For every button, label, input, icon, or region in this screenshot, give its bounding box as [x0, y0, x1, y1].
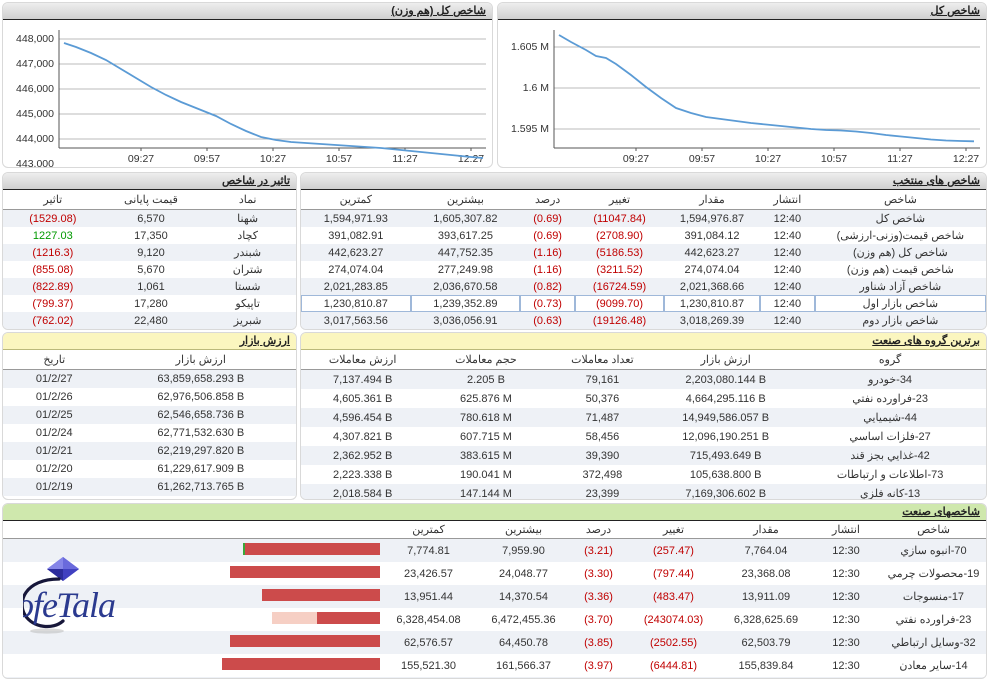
svg-text:446,000: 446,000 [16, 83, 54, 95]
svg-text:09:57: 09:57 [194, 153, 220, 165]
svg-text:11:27: 11:27 [392, 153, 418, 165]
svg-text:ofe: ofe [23, 585, 58, 625]
svg-text:443,000: 443,000 [16, 158, 54, 168]
svg-text:1.605 M: 1.605 M [511, 41, 549, 53]
svg-text:10:57: 10:57 [821, 153, 847, 165]
svg-text:12:27: 12:27 [458, 153, 484, 165]
svg-text:09:27: 09:27 [623, 153, 649, 165]
svg-text:12:27: 12:27 [953, 153, 979, 165]
svg-text:09:27: 09:27 [128, 153, 154, 165]
svg-text:447,000: 447,000 [16, 58, 54, 70]
svg-text:11:27: 11:27 [887, 153, 913, 165]
svg-text:445,000: 445,000 [16, 108, 54, 120]
svg-text:1.595 M: 1.595 M [511, 123, 549, 135]
svg-text:1.6 M: 1.6 M [523, 82, 549, 94]
svg-text:Tala: Tala [56, 585, 115, 625]
svg-text:444,000: 444,000 [16, 133, 54, 145]
svg-text:448,000: 448,000 [16, 33, 54, 45]
svg-text:10:27: 10:27 [755, 153, 781, 165]
svg-text:09:57: 09:57 [689, 153, 715, 165]
svg-text:10:57: 10:57 [326, 153, 352, 165]
svg-text:10:27: 10:27 [260, 153, 286, 165]
